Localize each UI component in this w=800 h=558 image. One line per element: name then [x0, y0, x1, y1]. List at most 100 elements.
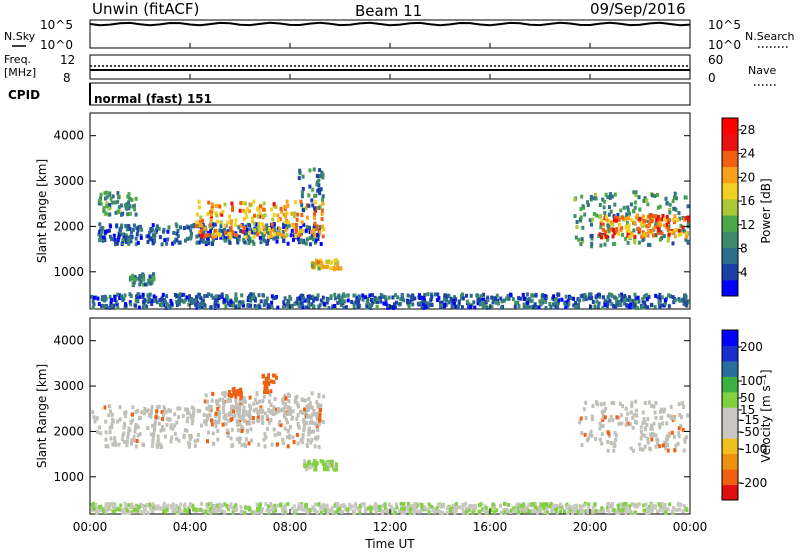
data-cell [544, 299, 548, 304]
data-cell [111, 194, 115, 199]
data-cell [653, 410, 657, 415]
data-cell [150, 405, 154, 409]
data-cell [679, 228, 683, 233]
data-cell [658, 296, 662, 301]
data-cell [686, 204, 690, 209]
data-cell [270, 300, 274, 305]
data-cell [300, 503, 304, 508]
data-cell [438, 510, 442, 515]
data-cell [630, 404, 634, 409]
data-cell [278, 217, 282, 222]
data-cell [301, 398, 305, 403]
data-cell [318, 416, 322, 421]
x-tick-label: 04:00 [173, 520, 208, 534]
data-cell [658, 303, 662, 308]
data-cell [114, 210, 118, 215]
data-cell [648, 504, 652, 509]
data-cell [264, 300, 268, 305]
data-cell [127, 192, 131, 197]
data-cell [606, 505, 610, 509]
data-cell [221, 503, 225, 508]
data-cell [300, 190, 304, 195]
data-cell [613, 241, 617, 246]
data-cell [251, 239, 255, 244]
data-cell [276, 431, 280, 436]
data-cell [650, 426, 654, 431]
data-cell [111, 442, 115, 447]
data-cell [455, 502, 458, 507]
data-cell [296, 422, 300, 426]
data-cell [214, 411, 218, 416]
data-cell [527, 297, 531, 301]
data-cell [229, 228, 233, 233]
data-cell [146, 293, 150, 298]
data-cell [606, 448, 610, 453]
data-cell [238, 300, 242, 305]
data-cell [240, 300, 244, 305]
data-cell [618, 401, 622, 406]
y-tick-label: 3000 [53, 174, 84, 188]
data-cell [284, 402, 287, 407]
data-cell [276, 213, 280, 218]
data-cell [150, 298, 154, 303]
data-cell [639, 425, 643, 430]
data-cell [131, 227, 135, 232]
data-cell [549, 501, 553, 506]
data-cell [142, 510, 146, 515]
data-cell [130, 502, 134, 507]
data-cell [521, 292, 525, 297]
data-cell [634, 408, 638, 413]
data-cell [589, 195, 593, 199]
data-cell [333, 292, 337, 297]
y-tick-label: 4000 [53, 334, 84, 348]
data-cell [115, 507, 119, 511]
data-cell [133, 429, 137, 434]
data-cell [653, 504, 657, 509]
data-cell [352, 301, 356, 306]
data-cell [153, 504, 157, 509]
data-cell [258, 211, 262, 216]
data-cell [195, 212, 199, 217]
data-cell [476, 301, 480, 306]
data-cell [142, 273, 146, 278]
data-cell [137, 305, 141, 310]
data-cell [253, 510, 257, 515]
data-cell [223, 238, 227, 243]
data-cell [665, 223, 669, 228]
data-cell [351, 509, 355, 514]
data-cell [612, 508, 616, 513]
data-cell [297, 504, 301, 509]
data-cell [396, 295, 400, 300]
data-cell [614, 433, 618, 438]
data-cell [313, 215, 316, 220]
data-cell [572, 303, 576, 308]
data-cell [324, 265, 328, 269]
data-cell [232, 405, 236, 410]
data-cell [246, 421, 250, 426]
data-cell [315, 224, 319, 229]
data-cell [660, 295, 664, 300]
x-tick-label: 12:00 [373, 520, 408, 534]
data-cell [165, 507, 169, 512]
data-cell [311, 233, 315, 238]
data-cell [484, 508, 488, 513]
data-cell [265, 380, 269, 385]
data-cell [651, 193, 654, 198]
data-cell [185, 295, 189, 300]
data-cell [98, 508, 102, 512]
data-cell [486, 298, 490, 303]
data-cell [152, 294, 156, 299]
data-cell [261, 399, 265, 404]
data-cell [416, 301, 420, 306]
data-cell [104, 419, 108, 424]
data-cell [308, 401, 312, 406]
data-cell [137, 504, 141, 509]
data-cell [401, 296, 404, 301]
data-cell [342, 503, 346, 508]
data-cell [612, 295, 616, 300]
data-cell [275, 503, 279, 508]
data-cell [280, 505, 284, 510]
data-cell [639, 430, 643, 434]
data-cell [272, 405, 276, 410]
data-cell [606, 440, 610, 444]
